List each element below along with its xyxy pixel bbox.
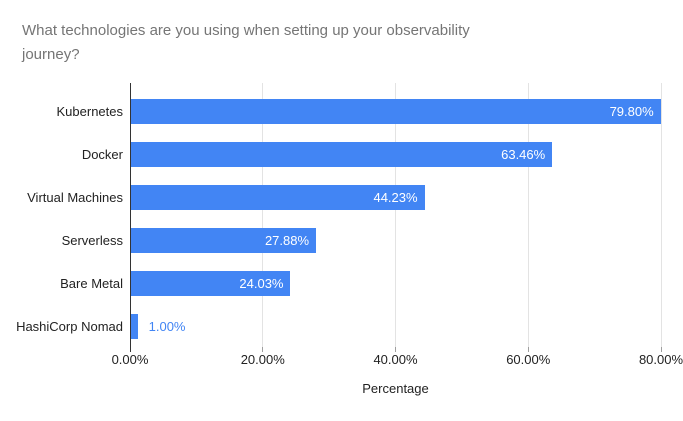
gridline [262,83,264,347]
x-tick-mark [262,347,264,352]
bar-value-label: 24.03% [239,276,284,291]
category-label: Kubernetes [56,104,124,119]
bar[interactable]: 24.03% [131,271,291,296]
x-tick-mark [395,347,396,352]
bar-value-label: 79.80% [609,104,654,119]
bar[interactable]: 44.23% [131,185,425,210]
x-tick-label: 60.00% [506,352,551,367]
x-tick-mark [129,347,131,352]
bar[interactable] [131,314,138,339]
x-tick-label: 20.00% [240,352,285,367]
plot-area: 79.80% 63.46% 44.23% 27.88% 24.03% 1.00% [130,83,662,347]
x-tick-label: 0.00% [111,352,149,367]
category-label: Virtual Machines [27,190,123,205]
x-tick-mark [660,347,662,352]
gridline [395,83,396,347]
bar[interactable]: 63.46% [131,142,553,167]
x-axis-title: Percentage [362,381,429,396]
x-tick-mark [527,347,529,352]
bar-value-label: 44.23% [373,190,418,205]
category-label: HashiCorp Nomad [16,319,123,334]
x-tick-label: 80.00% [638,352,683,367]
bar-value-label: 63.46% [501,147,546,162]
gridline [660,83,662,347]
gridline [527,83,529,347]
y-axis-line [130,83,131,347]
x-tick-label: 40.00% [373,352,418,367]
chart-title: What technologies are you using when set… [22,22,470,63]
category-label: Bare Metal [60,276,123,291]
category-label: Serverless [61,233,123,248]
bar[interactable]: 79.80% [131,99,661,124]
bar-value-label: 27.88% [264,233,310,248]
bar[interactable]: 27.88% [131,228,317,253]
bar-value-label: 1.00% [148,319,186,334]
category-label: Docker [81,147,123,162]
